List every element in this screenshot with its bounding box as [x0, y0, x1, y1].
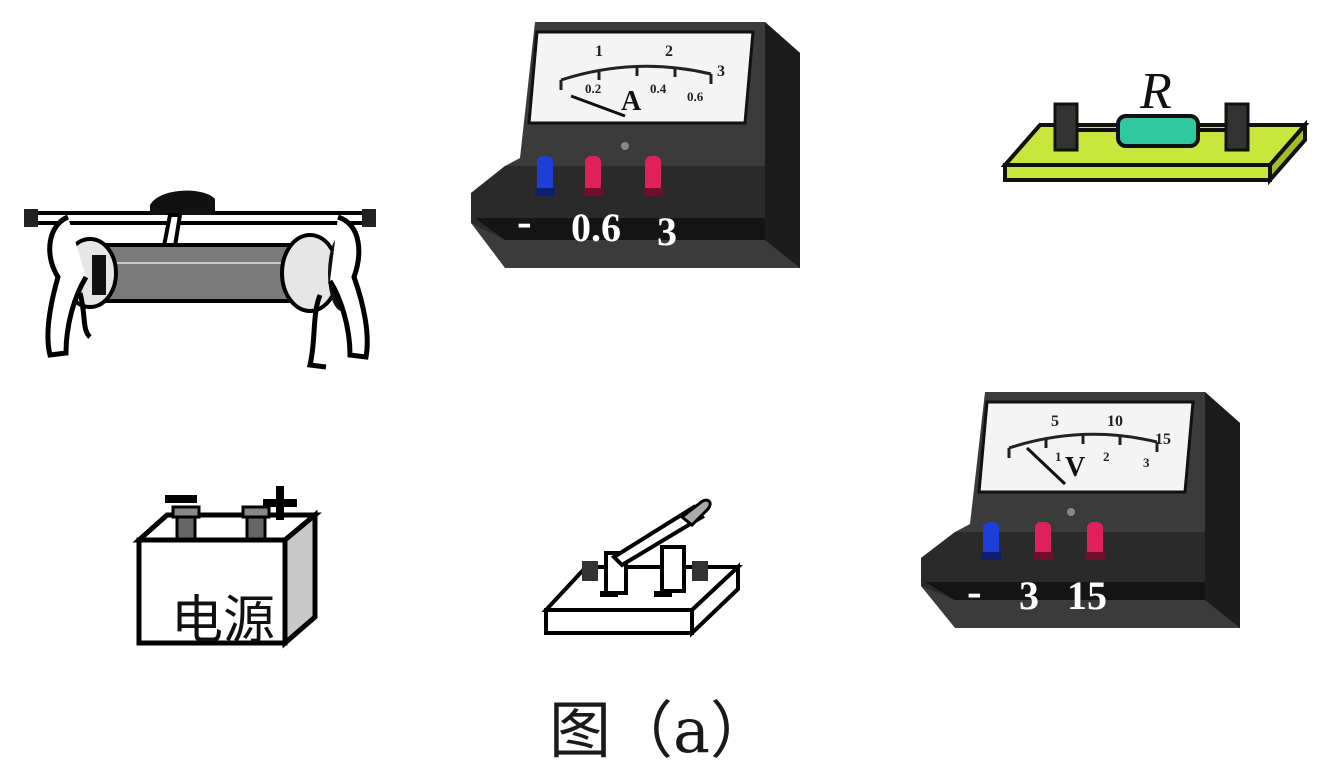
voltmeter-scale-top-3: 15	[1155, 431, 1171, 448]
resistor-label: R	[1140, 63, 1172, 120]
knife-switch	[541, 495, 747, 638]
ammeter-scale-bottom-1: 0.2	[585, 81, 602, 96]
ammeter-scale-top-3: 3	[717, 63, 725, 80]
voltmeter-terminal-3: 3	[1019, 573, 1039, 618]
ammeter-scale-bottom-3: 0.6	[687, 89, 704, 104]
ammeter-scale-top-2: 2	[665, 43, 673, 60]
sliding-rheostat	[20, 185, 380, 380]
ammeter-terminal-0-6: 0.6	[571, 205, 621, 250]
voltmeter-unit-symbol: V	[1065, 452, 1086, 483]
ammeter-unit-symbol: A	[621, 86, 642, 117]
resistor	[1000, 100, 1310, 186]
voltmeter: 5 10 15 1 2 3 V - 3 15	[915, 388, 1245, 633]
voltmeter-scale-top-2: 10	[1107, 413, 1123, 430]
ammeter-scale-top-1: 1	[595, 43, 603, 60]
figure-caption: 图（a）	[549, 694, 772, 767]
voltmeter-scale-top-1: 5	[1051, 413, 1059, 430]
ammeter: 1 2 3 0.2 0.4 0.6 A - 0.6 3	[465, 18, 805, 273]
voltmeter-terminal-negative: -	[967, 567, 982, 616]
ammeter-terminal-3: 3	[657, 209, 677, 254]
ammeter-scale-bottom-2: 0.4	[650, 81, 667, 96]
voltmeter-terminal-15: 15	[1067, 573, 1107, 618]
battery-label: 电源	[170, 591, 275, 651]
voltmeter-scale-bottom-2: 2	[1103, 449, 1110, 464]
voltmeter-scale-bottom-3: 3	[1143, 455, 1150, 470]
battery	[132, 485, 325, 650]
ammeter-terminal-negative: -	[517, 197, 532, 246]
voltmeter-scale-bottom-1: 1	[1055, 449, 1062, 464]
